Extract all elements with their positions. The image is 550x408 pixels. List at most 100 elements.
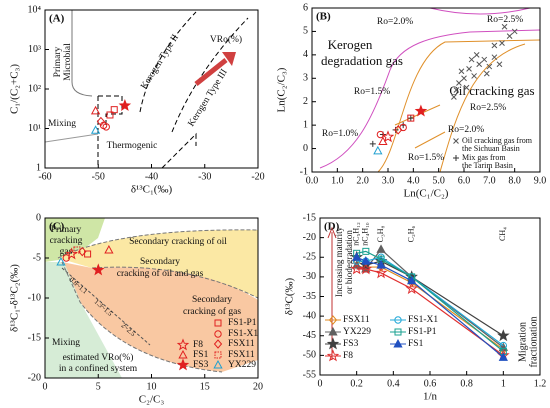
- annotation: cracking of gas: [183, 306, 241, 317]
- marker: [453, 87, 460, 93]
- marker: [506, 33, 513, 39]
- y-tick-label: 10²: [28, 83, 41, 94]
- x-tick-label: 8.0: [508, 175, 521, 186]
- marker: [376, 260, 386, 269]
- marker: [56, 256, 66, 266]
- annotation: Increasing maturity: [334, 226, 344, 297]
- annotation: Ro=1.0%: [322, 129, 358, 139]
- panel-label: (B): [316, 11, 331, 23]
- kerogen-boundary: [139, 11, 249, 133]
- legend-symbol: [213, 359, 223, 369]
- mixing-boundary: [44, 133, 99, 143]
- component-label: C₃H₈: [376, 225, 385, 242]
- y-tick-label: -40: [303, 310, 316, 321]
- marker: [496, 61, 503, 68]
- y-tick-label: -20: [28, 372, 41, 383]
- y-tick-label: -10: [28, 292, 41, 303]
- y-tick-label: -20: [303, 232, 316, 243]
- legend-symbol: [394, 328, 402, 336]
- y-axis-label: δ¹³C(‰): [284, 277, 296, 315]
- x-axis-label: Ln(C₁/C₂): [404, 188, 449, 200]
- legend-symbol: [326, 337, 340, 350]
- microbial-boundary: [71, 10, 93, 97]
- marker: [501, 23, 508, 30]
- marker: [407, 114, 415, 122]
- x-tick-label: 0.2: [350, 378, 363, 389]
- y-tick-label: 10¹: [28, 123, 41, 134]
- legend-label: FS1-X1: [228, 329, 258, 339]
- x-tick-label: -60: [38, 171, 51, 182]
- marker: [106, 111, 114, 119]
- x-tick-label: -40: [145, 171, 158, 182]
- annotation: Primary: [53, 46, 63, 77]
- annotation: Ro=2.0%: [448, 125, 484, 135]
- x-tick-label: 1.2: [534, 378, 547, 389]
- annotation: degradation gas: [321, 53, 403, 68]
- x-tick-label: 20: [253, 381, 263, 392]
- annotation: Primary: [51, 225, 82, 235]
- marker: [91, 263, 105, 276]
- annotation: Migration: [517, 322, 528, 362]
- legend-label: YX229: [343, 327, 371, 337]
- marker: [65, 247, 78, 260]
- maturity-arrow: [327, 226, 337, 360]
- y-tick-label: 4: [303, 49, 308, 60]
- legend-label: FS3: [343, 339, 359, 349]
- legend-symbol: [176, 358, 190, 371]
- y-tick-label: -1: [300, 166, 308, 177]
- vro-arrow: [194, 58, 228, 86]
- legend-symbol: [453, 155, 459, 161]
- y-axis-label: C₁/(C₂+C₃): [9, 64, 21, 114]
- x-tick-label: 0: [318, 378, 323, 389]
- marker: [405, 281, 418, 295]
- marker: [458, 68, 465, 75]
- y-tick-label: -15: [28, 332, 41, 343]
- x-tick-label: 0.4: [387, 378, 400, 389]
- legend-label: FS1-X1: [408, 315, 438, 325]
- legend-symbol: [213, 339, 223, 349]
- legend-label: F8: [193, 340, 203, 350]
- annotation: Mix gas from: [462, 153, 506, 162]
- thermogenic-boundary: [97, 95, 197, 169]
- marker: [352, 252, 362, 261]
- marker: [90, 105, 101, 115]
- annotation: Mixing: [48, 119, 76, 129]
- marker: [511, 28, 518, 35]
- marker: [456, 80, 462, 86]
- legend-symbol: [394, 316, 402, 324]
- y-tick-label: 10⁴: [28, 4, 42, 15]
- legend-symbol: [214, 319, 222, 327]
- b-curves: [319, 7, 541, 173]
- marker: [392, 126, 399, 133]
- legend-label: YX229: [228, 360, 256, 370]
- y-tick-label: -25: [303, 252, 316, 263]
- annotation: estimated VRo(%): [63, 352, 134, 363]
- marker: [486, 63, 493, 70]
- x-tick-label: -20: [251, 171, 264, 182]
- annotation: Secondary cracking of oil: [129, 236, 227, 247]
- kerogen-curve-2: [429, 7, 531, 15]
- marker: [78, 246, 87, 257]
- marker: [468, 56, 475, 63]
- legend-symbol: [326, 349, 340, 362]
- annotation: in a confined system: [59, 363, 138, 374]
- legend-symbol: [393, 338, 403, 348]
- y-tick-label: -55: [303, 369, 316, 380]
- component-label: nC₅H₁₂: [351, 222, 360, 246]
- component-label: CH₄: [498, 227, 507, 241]
- y-tick-label: 10³: [28, 44, 41, 55]
- annotation: Oil cracking gas: [449, 83, 534, 98]
- marker: [361, 256, 371, 265]
- y-tick-label: 5: [303, 26, 308, 37]
- marker: [461, 75, 467, 82]
- y-tick-label: -35: [303, 291, 316, 302]
- annotation: cracking: [50, 236, 83, 246]
- y-tick-label: 0: [303, 143, 308, 154]
- x-tick-label: -50: [92, 171, 105, 182]
- annotation: Ro=1.5%: [354, 87, 390, 97]
- marker: [374, 266, 388, 279]
- x-tick-label: 0.8: [460, 378, 473, 389]
- annotation: Ro=2.5%: [487, 15, 523, 25]
- marker: [373, 145, 383, 155]
